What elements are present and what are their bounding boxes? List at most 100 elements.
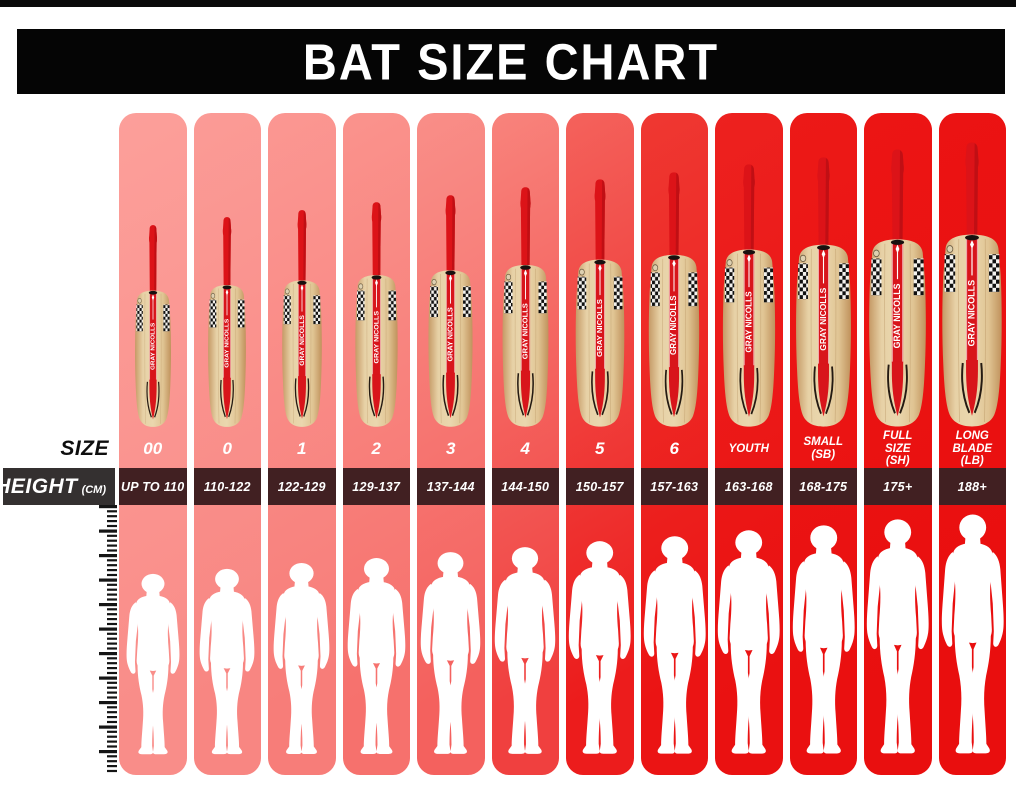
size-column: 3 137-144 — [417, 113, 485, 775]
size-chart: SIZE HEIGHT (CM) 00 UP TO 110 — [0, 113, 1006, 775]
size-value: 3 — [446, 439, 456, 459]
silhouette-zone — [566, 505, 634, 775]
cricket-bat-illustration — [500, 186, 551, 428]
person-silhouette — [642, 534, 707, 757]
size-value: LONG BLADE (LB) — [952, 429, 993, 468]
size-row: 4 — [492, 430, 560, 468]
height-range-bar: 110-122 — [193, 468, 261, 505]
height-row-label: HEIGHT (CM) — [0, 468, 115, 505]
height-range-bar: 129-137 — [342, 468, 410, 505]
person-silhouette — [419, 550, 482, 757]
height-range-value: 122-129 — [277, 479, 326, 494]
silhouette-zone — [715, 505, 783, 775]
cricket-bat-illustration — [720, 163, 778, 428]
size-column: 6 157-163 — [640, 113, 709, 775]
height-range-value: UP TO 110 — [120, 479, 185, 494]
bat-zone — [194, 113, 262, 430]
cricket-bat-illustration — [793, 156, 854, 428]
height-range-value: 144-150 — [501, 479, 550, 494]
height-range-value: 110-122 — [203, 479, 251, 494]
size-row: 2 — [343, 430, 411, 468]
size-column: 5 150-157 — [566, 113, 634, 775]
silhouette-zone — [790, 505, 858, 775]
cricket-bat-illustration — [426, 194, 475, 428]
cricket-bat-illustration — [866, 148, 929, 428]
cricket-bat-illustration — [206, 216, 248, 428]
cricket-bat-illustration — [133, 224, 173, 428]
size-value: YOUTH — [728, 442, 769, 455]
size-column: YOUTH 163-168 — [715, 113, 783, 775]
top-border-strip — [0, 0, 1016, 7]
height-range-value: 150-157 — [575, 479, 624, 494]
size-value: 4 — [520, 439, 530, 459]
size-column: 2 129-137 — [342, 113, 411, 775]
size-row: 00 — [119, 430, 187, 468]
size-row-label: SIZE — [0, 430, 119, 468]
size-value: 1 — [297, 439, 307, 459]
height-range-bar: 188+ — [938, 468, 1006, 505]
size-column: FULL SIZE (SH) 175+ — [864, 113, 932, 775]
size-row: LONG BLADE (LB) — [939, 430, 1007, 468]
columns-strip: 00 UP TO 110 0 110-122 — [119, 113, 1006, 775]
size-value: 5 — [595, 439, 605, 459]
cricket-bat-illustration — [353, 201, 400, 428]
cricket-bat-illustration — [280, 209, 324, 428]
person-silhouette — [791, 523, 856, 757]
cricket-bat-illustration — [646, 171, 702, 428]
bat-zone — [268, 113, 336, 430]
silhouette-zone — [119, 505, 187, 775]
silhouette-zone — [343, 505, 411, 775]
page-title: BAT SIZE CHART — [302, 32, 720, 91]
size-column: 4 144-150 — [491, 113, 560, 775]
size-row: 1 — [268, 430, 336, 468]
person-silhouette — [272, 561, 331, 757]
person-silhouette — [716, 528, 781, 757]
bat-zone — [492, 113, 560, 430]
height-range-value: 168-175 — [799, 479, 848, 494]
height-range-bar: 150-157 — [566, 468, 634, 505]
height-range-value: 163-168 — [724, 479, 773, 494]
silhouette-zone — [194, 505, 262, 775]
height-range-value: 175+ — [883, 479, 913, 494]
size-row: FULL SIZE (SH) — [864, 430, 932, 468]
silhouette-zone — [641, 505, 709, 775]
size-row: SMALL (SB) — [790, 430, 858, 468]
height-unit-text: (CM) — [81, 483, 106, 496]
size-row: 3 — [417, 430, 485, 468]
person-silhouette — [346, 556, 407, 757]
person-silhouette — [865, 517, 930, 757]
bat-zone — [119, 113, 187, 430]
size-value: SMALL (SB) — [803, 436, 844, 461]
size-value: 2 — [371, 439, 381, 459]
size-label-text: SIZE — [60, 437, 109, 460]
bat-zone — [715, 113, 783, 430]
height-range-bar: 157-163 — [640, 468, 708, 505]
height-range-value: 157-163 — [650, 479, 699, 494]
height-range-bar: 144-150 — [491, 468, 559, 505]
size-value: 0 — [222, 439, 232, 459]
silhouette-zone — [939, 505, 1007, 775]
size-value: 6 — [669, 439, 679, 459]
size-column: SMALL (SB) 168-175 — [789, 113, 858, 775]
size-column: 00 UP TO 110 — [119, 113, 187, 775]
cricket-bat-illustration — [573, 178, 627, 428]
silhouette-zone — [492, 505, 560, 775]
title-banner: BAT SIZE CHART — [17, 29, 1005, 94]
ruler-area — [0, 505, 119, 775]
person-silhouette — [198, 567, 256, 757]
size-column: LONG BLADE (LB) 188+ — [938, 113, 1007, 775]
height-label-text: HEIGHT — [0, 474, 78, 498]
height-range-value: 137-144 — [426, 479, 475, 494]
legend-gutter: SIZE HEIGHT (CM) — [0, 113, 119, 775]
bat-zone — [566, 113, 634, 430]
silhouette-zone — [268, 505, 336, 775]
bat-zone — [343, 113, 411, 430]
size-row: YOUTH — [715, 430, 783, 468]
person-silhouette — [493, 545, 557, 757]
size-row: 5 — [566, 430, 634, 468]
size-row: 6 — [641, 430, 709, 468]
person-silhouette — [940, 512, 1005, 757]
ruler-scale — [95, 505, 117, 773]
bat-zone — [641, 113, 709, 430]
height-range-bar: 122-129 — [268, 468, 336, 505]
